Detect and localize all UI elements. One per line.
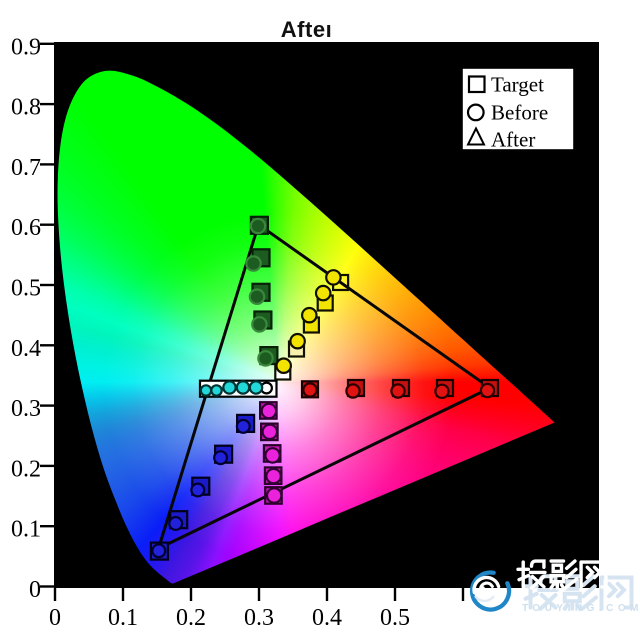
- svg-text:0.3: 0.3: [244, 605, 274, 631]
- svg-text:0: 0: [29, 577, 41, 603]
- svg-text:0.7: 0.7: [11, 155, 41, 181]
- svg-text:0.6: 0.6: [11, 215, 41, 241]
- svg-text:0.5: 0.5: [11, 276, 41, 302]
- svg-text:0.5: 0.5: [380, 605, 410, 631]
- svg-text:TOUYING.COM: TOUYING.COM: [522, 603, 640, 614]
- svg-text:0.2: 0.2: [176, 605, 206, 631]
- svg-text:Target: Target: [491, 73, 544, 97]
- svg-text:0.9: 0.9: [11, 34, 41, 60]
- svg-text:0.1: 0.1: [108, 605, 138, 631]
- svg-text:0.1: 0.1: [11, 517, 41, 543]
- svg-text:0.3: 0.3: [11, 396, 41, 422]
- svg-text:0: 0: [49, 605, 61, 631]
- svg-text:After: After: [491, 128, 535, 152]
- svg-text:0.4: 0.4: [11, 336, 41, 362]
- svg-text:0.2: 0.2: [11, 456, 41, 482]
- svg-text:0.4: 0.4: [312, 605, 342, 631]
- svg-text:0.8: 0.8: [11, 95, 41, 121]
- svg-text:Before: Before: [491, 101, 548, 125]
